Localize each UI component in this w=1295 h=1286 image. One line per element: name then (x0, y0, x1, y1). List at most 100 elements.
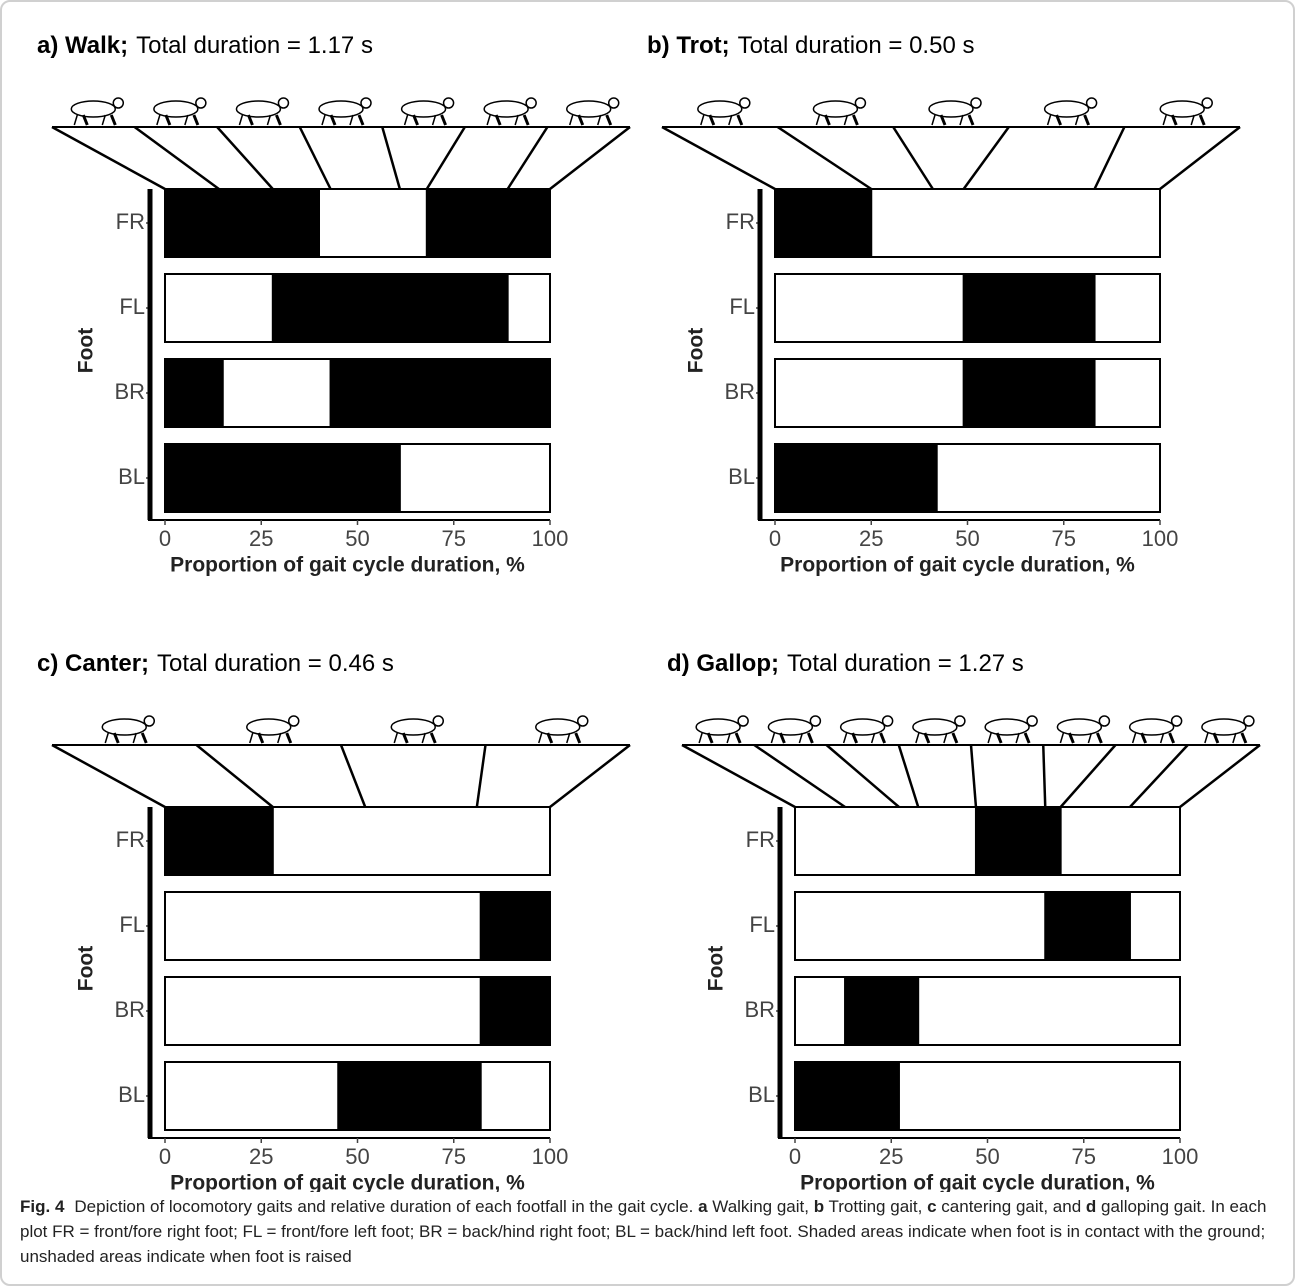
animal-icon (246, 715, 300, 744)
animal-icon (153, 97, 207, 126)
y-tick-label: BL (748, 1082, 775, 1107)
icon-leg (728, 114, 733, 126)
x-tick-label: 25 (879, 1144, 903, 1169)
icon-leg (1059, 732, 1065, 744)
icon-leg (1168, 732, 1176, 744)
icon-leg (275, 114, 282, 126)
animal-icon (812, 97, 867, 126)
frame-line (661, 125, 776, 191)
icon-leg (879, 732, 887, 744)
icon-body (318, 100, 364, 118)
icon-leg (412, 114, 419, 126)
caption-text: Trotting gait, (824, 1197, 928, 1216)
animal-icon (1128, 715, 1183, 744)
frame-line (1179, 744, 1261, 808)
stance-bar (337, 1061, 482, 1131)
icon-body (1043, 100, 1090, 118)
icon-leg (156, 114, 161, 126)
icon-body (697, 100, 743, 118)
icon-leg (401, 732, 409, 744)
y-tick-label: BL (118, 464, 145, 489)
icon-leg (104, 732, 109, 744)
icon-leg (357, 114, 365, 126)
icon-leg (1046, 114, 1052, 126)
animal-icon (535, 715, 589, 744)
icon-leg (1083, 114, 1090, 126)
chart-panel: c) Canter; Total duration = 0.46 s FR FL BR B… (37, 650, 631, 1195)
animal-icon (235, 97, 290, 126)
chart-title: a) Walk; Total duration = 1.17 s (37, 32, 373, 59)
icon-leg (870, 732, 876, 744)
x-tick-label: 25 (249, 1144, 273, 1169)
chart-panel: a) Walk; Total duration = 1.17 s FR FL BR BL 0… (37, 32, 631, 577)
y-tick-label: FR (726, 209, 755, 234)
stance-bar (844, 976, 920, 1046)
x-tick-label: 50 (345, 526, 369, 551)
chart-title: d) Gallop; Total duration = 1.27 s (667, 650, 1024, 677)
animal-icon (767, 715, 822, 744)
animal-icon (912, 715, 966, 744)
icon-leg (81, 114, 89, 126)
icon-head (525, 97, 537, 109)
icon-leg (778, 732, 786, 744)
y-tick-label: FR (746, 827, 775, 852)
caption-label: Fig. 4 (20, 1197, 65, 1216)
stance-bar (164, 806, 274, 876)
icon-leg (915, 732, 920, 744)
icon-leg (574, 732, 582, 744)
icon-leg (1204, 732, 1209, 744)
y-axis-label: Foot (75, 328, 98, 373)
icon-leg (815, 114, 821, 126)
frame-line (195, 744, 274, 808)
icon-leg (1023, 732, 1031, 744)
icon-leg (73, 114, 79, 126)
frame-line (681, 743, 796, 809)
frame-line (1093, 126, 1126, 190)
x-tick-label: 100 (1162, 1144, 1199, 1169)
frame-line (825, 744, 900, 808)
icon-leg (706, 732, 714, 744)
animal-icon (400, 97, 455, 126)
icon-head (737, 715, 749, 727)
title-rest: Total duration = 0.46 s (157, 650, 394, 677)
stance-bar (164, 443, 401, 513)
icon-body (246, 718, 292, 736)
icon-leg (132, 732, 137, 744)
animal-icon (695, 715, 749, 744)
frame-line (216, 126, 274, 190)
y-tick-label: BL (118, 1082, 145, 1107)
icon-body (928, 100, 974, 118)
frame-line (1059, 744, 1117, 808)
icon-leg (238, 114, 244, 126)
chart-panel: b) Trot; Total duration = 0.50 s FR FL BR BL 0… (647, 32, 1241, 577)
animal-icon (483, 97, 537, 126)
icon-body (153, 100, 199, 118)
icon-leg (109, 114, 117, 126)
frame-line (339, 744, 367, 808)
y-tick-label: FL (729, 294, 755, 319)
icon-leg (577, 114, 585, 126)
animal-icon (1056, 715, 1111, 744)
icon-leg (736, 114, 744, 126)
icon-leg (1240, 732, 1248, 744)
icon-body (1159, 100, 1205, 118)
animal-icon (318, 97, 372, 126)
icon-leg (277, 732, 282, 744)
frame-line (425, 126, 466, 190)
icon-body (483, 100, 529, 118)
icon-body (839, 718, 886, 736)
icon-leg (285, 732, 293, 744)
icon-body (235, 100, 282, 118)
icon-head (809, 715, 822, 727)
icon-leg (192, 114, 200, 126)
icon-leg (403, 114, 409, 126)
animal-icon (390, 715, 444, 744)
x-tick-label: 50 (955, 526, 979, 551)
icon-leg (1087, 732, 1093, 744)
icon-leg (249, 732, 254, 744)
icon-leg (959, 114, 964, 126)
icon-body (1128, 718, 1175, 736)
icon-head (954, 715, 966, 727)
icon-body (695, 718, 741, 736)
icon-leg (1067, 732, 1075, 744)
